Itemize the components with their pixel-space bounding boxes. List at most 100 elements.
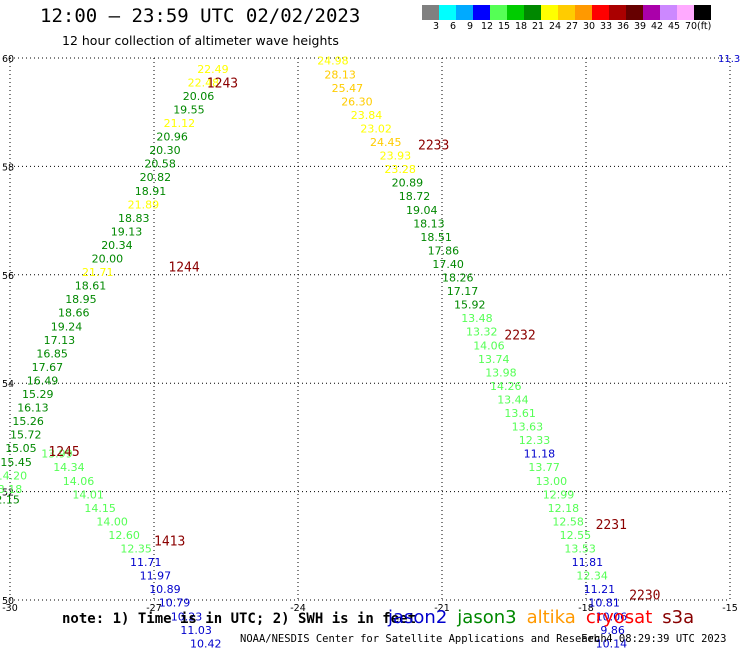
legend-label: 3 xyxy=(433,21,440,32)
x-tick-label: -27 xyxy=(146,603,162,614)
wave-height-label: 14.26 xyxy=(490,380,522,393)
wave-height-label: 13.00 xyxy=(536,475,568,488)
legend-swatch xyxy=(694,5,711,20)
time-label: 2233 xyxy=(418,139,449,154)
legend-label: 45 xyxy=(668,21,681,32)
legend-swatch xyxy=(473,5,490,20)
wave-height-label: 20.58 xyxy=(144,158,176,171)
legend-label: 30 xyxy=(583,21,596,32)
wave-height-label: 18.26 xyxy=(442,272,474,285)
time-label: 2230 xyxy=(629,589,660,604)
wave-height-label: 9.86 xyxy=(600,624,625,637)
wave-height-label: 18.13 xyxy=(413,217,445,230)
satellite-jason2: jason2 xyxy=(388,607,448,628)
wave-height-label: 19.24 xyxy=(51,320,83,333)
wave-height-label: 26.30 xyxy=(341,95,373,108)
wave-height-label: 13.18 xyxy=(0,483,22,496)
legend-swatch xyxy=(422,5,439,20)
wave-height-label: 14.06 xyxy=(63,475,95,488)
time-label: 1243 xyxy=(207,76,238,91)
legend-label: 9 xyxy=(467,21,474,32)
time-label: 1244 xyxy=(168,261,199,276)
wave-height-label: 13.61 xyxy=(504,407,536,420)
legend-label: 24 xyxy=(549,21,562,32)
wave-height-label: 20.96 xyxy=(156,131,188,144)
wave-height-label: 10.06 xyxy=(596,610,628,623)
wave-height-label: 24.45 xyxy=(370,136,402,149)
legend-swatch xyxy=(660,5,677,20)
legend-swatches xyxy=(422,5,711,20)
satellite-s3a: s3a xyxy=(662,607,695,628)
x-tick-label: -15 xyxy=(722,603,738,614)
time-label: 2231 xyxy=(596,518,627,533)
wave-height-label: 11.81 xyxy=(572,556,604,569)
wave-height-label: 11.71 xyxy=(130,556,162,569)
legend-label: 36 xyxy=(617,21,630,32)
wave-height-label: 19.55 xyxy=(173,103,205,116)
wave-height-label: 12.99 xyxy=(543,488,575,501)
wave-height-label: 20.30 xyxy=(149,144,181,157)
generated-time: Feb 4 08:29:39 UTC 2023 xyxy=(581,633,727,645)
wave-height-label: 12.34 xyxy=(576,570,608,583)
wave-height-label: 17.13 xyxy=(44,334,76,347)
y-tick-label: 56 xyxy=(2,271,14,282)
wave-height-label: 17.17 xyxy=(447,285,479,298)
legend-swatch xyxy=(626,5,643,20)
legend-swatch xyxy=(677,5,694,20)
wave-height-label: 14.15 xyxy=(84,502,116,515)
x-tick-label: -21 xyxy=(434,603,450,614)
wave-height-label: 12.18 xyxy=(548,502,580,515)
wave-height-label: 21.89 xyxy=(128,198,160,211)
x-tick-label: -18 xyxy=(578,603,594,614)
color-legend: 3 6 9 12 15 18 21 24 27 30 33 36 39 42 45 70 (ft) xyxy=(422,5,711,34)
wave-height-label: 10.23 xyxy=(171,610,203,623)
wave-height-label: 11.21 xyxy=(584,583,616,596)
wave-height-label: 20.06 xyxy=(183,90,215,103)
wave-height-label: 12.15 xyxy=(0,494,20,507)
legend-label: 33 xyxy=(600,21,613,32)
wave-height-label: 17.67 xyxy=(32,361,63,374)
wave-height-label: 10.14 xyxy=(596,637,628,650)
legend-swatch xyxy=(524,5,541,20)
legend-label: 15 xyxy=(498,21,511,32)
wave-height-label: 13.77 xyxy=(528,461,560,474)
x-tick-label: -30 xyxy=(2,603,18,614)
wave-height-label: 12.33 xyxy=(519,434,551,447)
chart-subtitle: 12 hour collection of altimeter wave hei… xyxy=(62,33,339,48)
legend-swatch xyxy=(558,5,575,20)
wave-height-label: 15.72 xyxy=(10,429,42,442)
wave-height-label: 21.71 xyxy=(82,266,114,279)
wave-height-label: 18.61 xyxy=(75,280,107,293)
legend-swatch xyxy=(439,5,456,20)
wave-height-label: 28.13 xyxy=(324,68,356,81)
wave-height-label: 13.63 xyxy=(512,421,543,434)
legend-label: 12 xyxy=(481,21,494,32)
wave-height-label: 20.82 xyxy=(140,171,172,184)
chart-title: 12:00 – 23:59 UTC 02/02/2023 xyxy=(40,5,361,27)
wave-height-label: 14.06 xyxy=(473,339,505,352)
wave-height-label: 10.81 xyxy=(588,597,620,610)
wave-height-label: 15.05 xyxy=(5,442,37,455)
wave-height-label: 16.13 xyxy=(17,402,49,415)
wave-height-label: 13.74 xyxy=(478,353,510,366)
wave-height-label: 13.98 xyxy=(485,366,517,379)
satellite-altika: altika xyxy=(526,607,576,628)
time-label: 2232 xyxy=(504,328,535,343)
wave-height-label: 18.95 xyxy=(65,293,97,306)
credit-line: NOAA/NESDIS Center for Satellite Applica… xyxy=(240,633,607,645)
wave-height-label: 24.98 xyxy=(317,55,349,68)
time-label: 1245 xyxy=(48,445,79,460)
legend-swatch xyxy=(541,5,558,20)
satellite-legend: jason2 jason3 altika cryosat s3a xyxy=(388,607,704,628)
wave-height-label: 10.89 xyxy=(149,583,181,596)
edge-value-label: 11.3 xyxy=(718,54,740,65)
wave-height-label: 25.47 xyxy=(332,82,364,95)
y-tick-label: 52 xyxy=(2,488,14,499)
legend-swatch xyxy=(609,5,626,20)
wave-height-label: 18.72 xyxy=(399,190,431,203)
satellite-jason3: jason3 xyxy=(457,607,517,628)
footer-note: note: 1) Time is in UTC; 2) SWH is in fe… xyxy=(62,611,417,627)
wave-height-label: 17.40 xyxy=(432,258,464,271)
y-tick-label: 60 xyxy=(2,54,14,65)
